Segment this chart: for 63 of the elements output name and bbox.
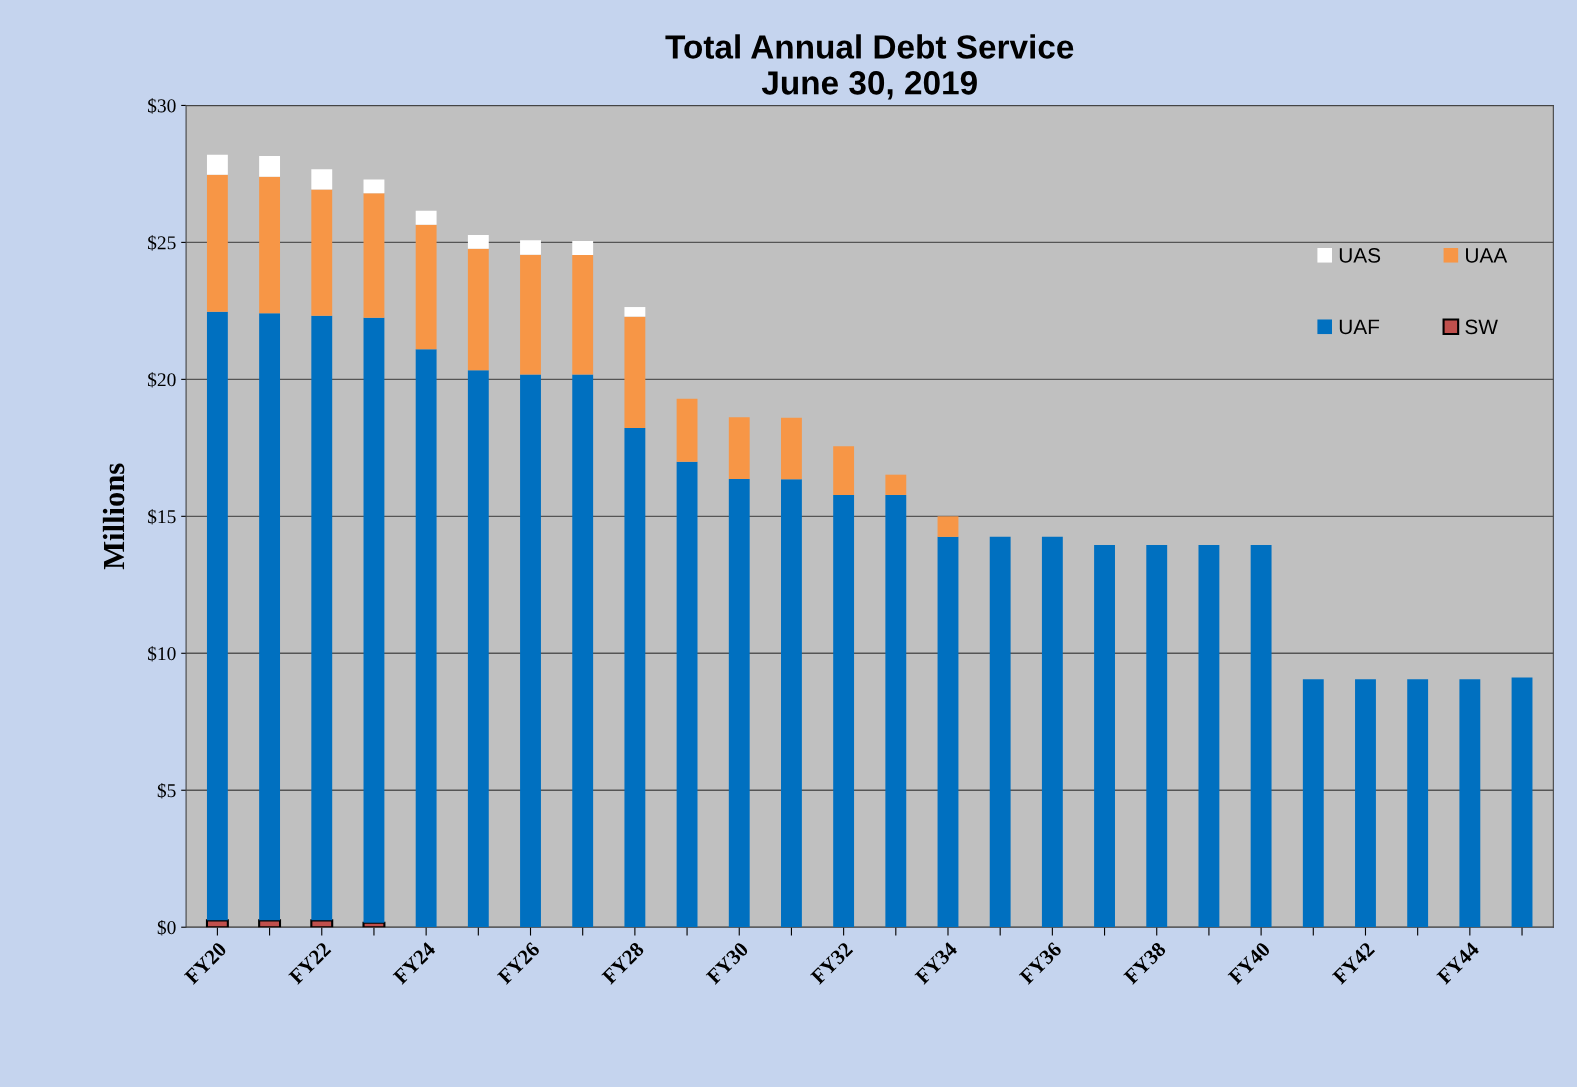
bar bbox=[572, 374, 594, 928]
bar bbox=[1407, 679, 1429, 928]
bar bbox=[363, 193, 385, 318]
bar bbox=[833, 494, 855, 928]
bar bbox=[624, 307, 646, 317]
bar bbox=[728, 417, 750, 480]
bar bbox=[1459, 679, 1481, 928]
bar bbox=[833, 446, 855, 495]
bar bbox=[937, 536, 959, 928]
bar bbox=[467, 370, 489, 928]
bar bbox=[728, 479, 750, 928]
y-tick-label: $5 bbox=[157, 782, 176, 799]
bar bbox=[206, 174, 228, 312]
bar bbox=[363, 317, 385, 923]
bar bbox=[676, 461, 698, 928]
bar bbox=[989, 536, 1011, 928]
bar bbox=[363, 179, 385, 194]
legend-label: UAS bbox=[1339, 248, 1381, 263]
bar bbox=[885, 494, 907, 928]
bar bbox=[1146, 545, 1168, 928]
bar bbox=[937, 516, 959, 537]
bar bbox=[624, 428, 646, 928]
bar bbox=[206, 154, 228, 175]
legend-label: SW bbox=[1465, 319, 1498, 335]
bar bbox=[415, 210, 437, 225]
bar bbox=[520, 374, 541, 928]
legend-label: UAA bbox=[1466, 248, 1508, 263]
bar bbox=[1302, 679, 1324, 928]
y-tick-label: $20 bbox=[148, 372, 176, 388]
bar bbox=[259, 313, 281, 921]
bar bbox=[467, 235, 489, 249]
y-tick-label: $15 bbox=[148, 508, 176, 525]
bar bbox=[1250, 545, 1272, 928]
bar bbox=[259, 156, 281, 177]
bar bbox=[572, 255, 594, 375]
bar bbox=[1041, 536, 1063, 928]
bar bbox=[1355, 679, 1376, 928]
bar bbox=[885, 474, 907, 495]
legend-label: UAF bbox=[1339, 319, 1380, 335]
bar bbox=[781, 417, 802, 480]
y-tick-label: $10 bbox=[148, 645, 176, 662]
bar bbox=[520, 254, 541, 375]
bar bbox=[572, 241, 594, 255]
bar bbox=[415, 224, 437, 350]
bar bbox=[311, 315, 333, 921]
bar bbox=[1094, 545, 1115, 928]
bar bbox=[624, 316, 646, 429]
bar bbox=[311, 189, 333, 316]
y-tick-label: $30 bbox=[148, 98, 176, 114]
y-tick-label: $0 bbox=[157, 919, 176, 936]
bar bbox=[467, 248, 489, 371]
bar bbox=[676, 398, 698, 462]
y-axis-title: Millions bbox=[102, 463, 125, 570]
bar bbox=[1198, 545, 1220, 928]
bar bbox=[311, 169, 333, 190]
bar bbox=[520, 240, 541, 255]
bar bbox=[259, 176, 281, 314]
bar bbox=[206, 311, 228, 921]
bar bbox=[415, 349, 437, 928]
chart-title: Total Annual Debt Service June 30, 2019 bbox=[665, 34, 1074, 100]
bar bbox=[1511, 677, 1533, 928]
bar bbox=[781, 479, 802, 928]
y-tick-label: $25 bbox=[148, 235, 176, 251]
